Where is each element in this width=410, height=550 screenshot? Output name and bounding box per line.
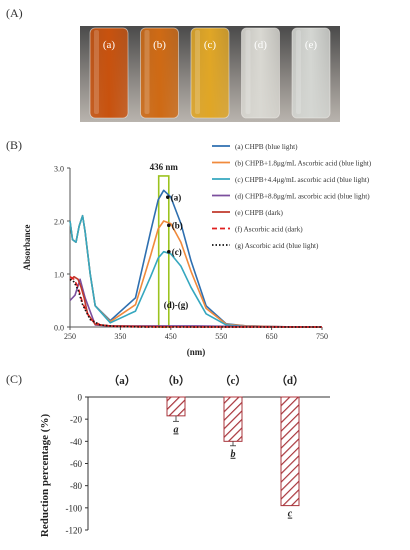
y-axis-label: Reduction percentage (%) xyxy=(39,414,51,538)
curve-label: (b) xyxy=(172,221,183,231)
category-label: （a） xyxy=(108,374,136,387)
vial-label: (a) xyxy=(103,39,116,51)
curve-label-marker xyxy=(167,223,171,228)
series-line-a xyxy=(69,189,322,328)
x-tick-label: 350 xyxy=(114,332,126,341)
vial-body xyxy=(291,27,331,119)
category-label: （c） xyxy=(220,374,247,387)
y-tick-label: 3.0 xyxy=(54,165,64,174)
vial-body xyxy=(140,27,179,119)
y-tick-label: 0 xyxy=(78,393,83,403)
legend-entry: (f) Ascorbic acid (dark) xyxy=(235,226,303,234)
significance-letter: b xyxy=(231,449,236,460)
y-tick-label: -120 xyxy=(66,526,83,536)
y-tick-label: -80 xyxy=(70,481,82,491)
vial-highlight xyxy=(245,30,251,114)
vial-label: (d) xyxy=(254,39,267,51)
curve-label: (d)-(g) xyxy=(164,300,189,310)
vial: (d) xyxy=(241,27,280,119)
vial: (c) xyxy=(190,27,230,119)
legend-entry: (d) CHPB+8.8μg/mL ascorbic acid (blue li… xyxy=(235,193,370,201)
highlight-label: 436 nm xyxy=(150,162,179,172)
vials-photo: (a) (b) (c) (d) (e) xyxy=(80,26,340,122)
vial: (a) xyxy=(89,27,129,119)
panel-label-a: (A) xyxy=(6,6,23,20)
bar xyxy=(280,396,300,507)
curve-label-marker xyxy=(166,195,170,199)
legend-entry: (g) Ascorbic acid (blue light) xyxy=(235,242,319,250)
bar xyxy=(166,396,186,417)
vial-label: (c) xyxy=(204,39,217,51)
vial-label: (e) xyxy=(305,39,318,51)
y-tick-label: -40 xyxy=(70,437,82,447)
x-axis-label: (nm) xyxy=(187,347,206,357)
absorbance-chart: 0.0 1.0 2.0 3.0 250 350 450 550 650 750 (nm) Absorb… xyxy=(22,143,372,357)
curve-label: (c) xyxy=(172,247,182,257)
x-tick-label: 750 xyxy=(316,332,328,341)
significance-letter: a xyxy=(174,424,179,435)
legend-entry: (b) CHPB+1.8μg/mL Ascorbic acid (blue li… xyxy=(235,160,372,168)
series-line-f xyxy=(69,276,322,328)
significance-letter: c xyxy=(288,509,293,520)
legend-entry: (c) CHPB+4.4μg/mL ascorbic acid (blue li… xyxy=(235,176,370,184)
vial-body xyxy=(89,27,129,119)
x-tick-label: 450 xyxy=(165,332,177,341)
y-tick-label: 0.0 xyxy=(54,324,64,333)
vial-highlight xyxy=(296,30,301,114)
x-tick-label: 650 xyxy=(266,332,278,341)
panel-label-c: (C) xyxy=(6,372,22,386)
panel-label-b: (B) xyxy=(6,138,22,152)
y-tick-label: -60 xyxy=(70,459,82,469)
bar xyxy=(223,396,243,442)
vial-highlight xyxy=(195,30,200,114)
vial-highlight xyxy=(94,30,99,114)
y-tick-label: -100 xyxy=(66,503,83,513)
legend-entry: (e) CHPB (dark) xyxy=(235,209,284,217)
vial: (b) xyxy=(140,27,179,119)
y-tick-label: -20 xyxy=(70,415,82,425)
vial: (e) xyxy=(291,27,331,119)
category-label: （b） xyxy=(162,374,190,387)
vial-highlight xyxy=(144,30,150,114)
reduction-bar-chart: 0 -20 -40 -60 -80 -100 -120 Reduction percentag… xyxy=(39,374,330,538)
vial-body xyxy=(190,27,230,119)
x-tick-label: 250 xyxy=(64,332,76,341)
legend-entry: (a) CHPB (blue light) xyxy=(235,143,298,151)
y-axis-label: Absorbance xyxy=(22,224,32,270)
vial-label: (b) xyxy=(153,39,166,51)
y-tick-label: 2.0 xyxy=(54,218,64,227)
category-label: （d） xyxy=(276,374,304,387)
y-tick-label: 1.0 xyxy=(54,271,64,280)
curve-label-marker xyxy=(167,249,171,254)
x-tick-label: 550 xyxy=(215,332,227,341)
vial-body xyxy=(241,27,280,119)
curve-label: (a) xyxy=(171,193,182,203)
